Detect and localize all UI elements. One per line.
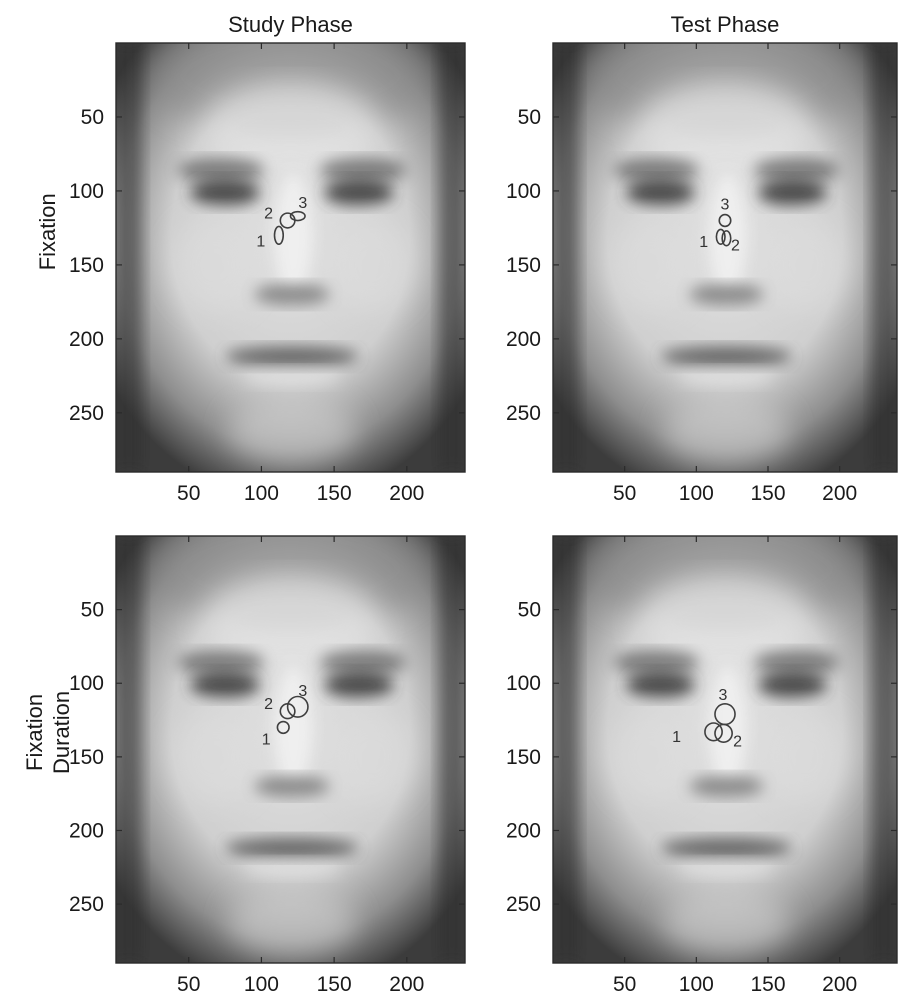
row-label: Fixation [22,694,47,771]
fixation-marker-2 [721,230,732,247]
x-tick-label: 100 [244,482,279,505]
panel-title: Study Phase [228,12,353,37]
y-tick-label: 50 [81,599,104,622]
y-tick-label: 50 [518,599,541,622]
panel-study-duration: 50 100 150 200 50 100 150 200 250 Fixation Duratio… [22,507,466,996]
x-tick-label: 200 [389,973,424,996]
axes-frame [552,42,898,473]
y-tick-label: 150 [69,746,104,769]
fixation-marker-1 [704,722,723,742]
x-tick-label: 200 [389,482,424,505]
axes-frame [115,42,466,473]
x-tick-label: 100 [679,482,714,505]
axes-frame [115,535,466,964]
y-tick-label: 250 [506,402,541,425]
x-tick-label: 50 [177,482,200,505]
fixation-label-3: 3 [721,197,730,214]
fixation-label-3: 3 [719,687,728,704]
y-tick-label: 150 [69,254,104,277]
y-tick-label: 150 [506,746,541,769]
fixation-label-1: 1 [699,234,708,251]
y-tick-label: 200 [506,819,541,842]
panel-study-fixation: 50 100 150 200 50 100 150 200 250 Study Phase Fixa… [35,12,466,505]
x-tick-label: 100 [679,973,714,996]
fixation-label-2: 2 [733,733,742,750]
x-tick-label: 150 [750,973,785,996]
fixation-marker-3 [286,695,309,718]
fixation-marker-1 [715,228,726,245]
x-tick-label: 50 [177,973,200,996]
x-tick-label: 200 [822,973,857,996]
x-tick-label: 150 [317,482,352,505]
x-tick-label: 50 [613,973,636,996]
face-image [116,13,465,472]
fixation-label-1: 1 [262,731,271,748]
row-label: Fixation [35,193,60,270]
y-tick-label: 250 [69,402,104,425]
panel-title: Test Phase [671,12,780,37]
face-image [553,13,897,472]
fixation-marker-3 [714,703,736,726]
x-tick-label: 200 [822,482,857,505]
fixation-label-1: 1 [672,729,681,746]
fixation-label-2: 2 [731,237,740,254]
y-tick-label: 200 [69,328,104,351]
panel-test-duration: 50 100 150 200 50 100 150 200 250 1 2 3 [506,507,898,996]
y-tick-label: 50 [518,106,541,129]
y-tick-label: 50 [81,106,104,129]
x-tick-label: 100 [244,973,279,996]
x-tick-label: 150 [317,973,352,996]
y-tick-label: 200 [506,328,541,351]
y-tick-label: 100 [506,180,541,203]
y-tick-label: 250 [69,893,104,916]
row-label: Duration [49,691,74,774]
fixation-marker-1 [276,720,290,735]
y-tick-label: 150 [506,254,541,277]
fixation-label-2: 2 [264,206,273,223]
panel-test-fixation: 50 100 150 200 50 100 150 200 250 Test Phase 1 2 3 [506,12,898,505]
axes-frame [552,535,898,964]
y-tick-label: 250 [506,893,541,916]
fixation-marker-3 [289,210,306,222]
face-image [116,507,465,963]
y-tick-label: 200 [69,819,104,842]
y-tick-label: 100 [69,180,104,203]
fixation-marker-3 [718,213,732,228]
x-tick-label: 50 [613,482,636,505]
x-tick-label: 150 [750,482,785,505]
y-tick-label: 100 [69,672,104,695]
fixation-label-3: 3 [298,195,307,212]
face-image [553,507,897,963]
fixation-label-2: 2 [264,696,273,713]
fixation-label-1: 1 [256,233,265,250]
fixation-marker-1 [273,225,285,245]
fixation-label-3: 3 [298,683,307,700]
y-tick-label: 100 [506,672,541,695]
